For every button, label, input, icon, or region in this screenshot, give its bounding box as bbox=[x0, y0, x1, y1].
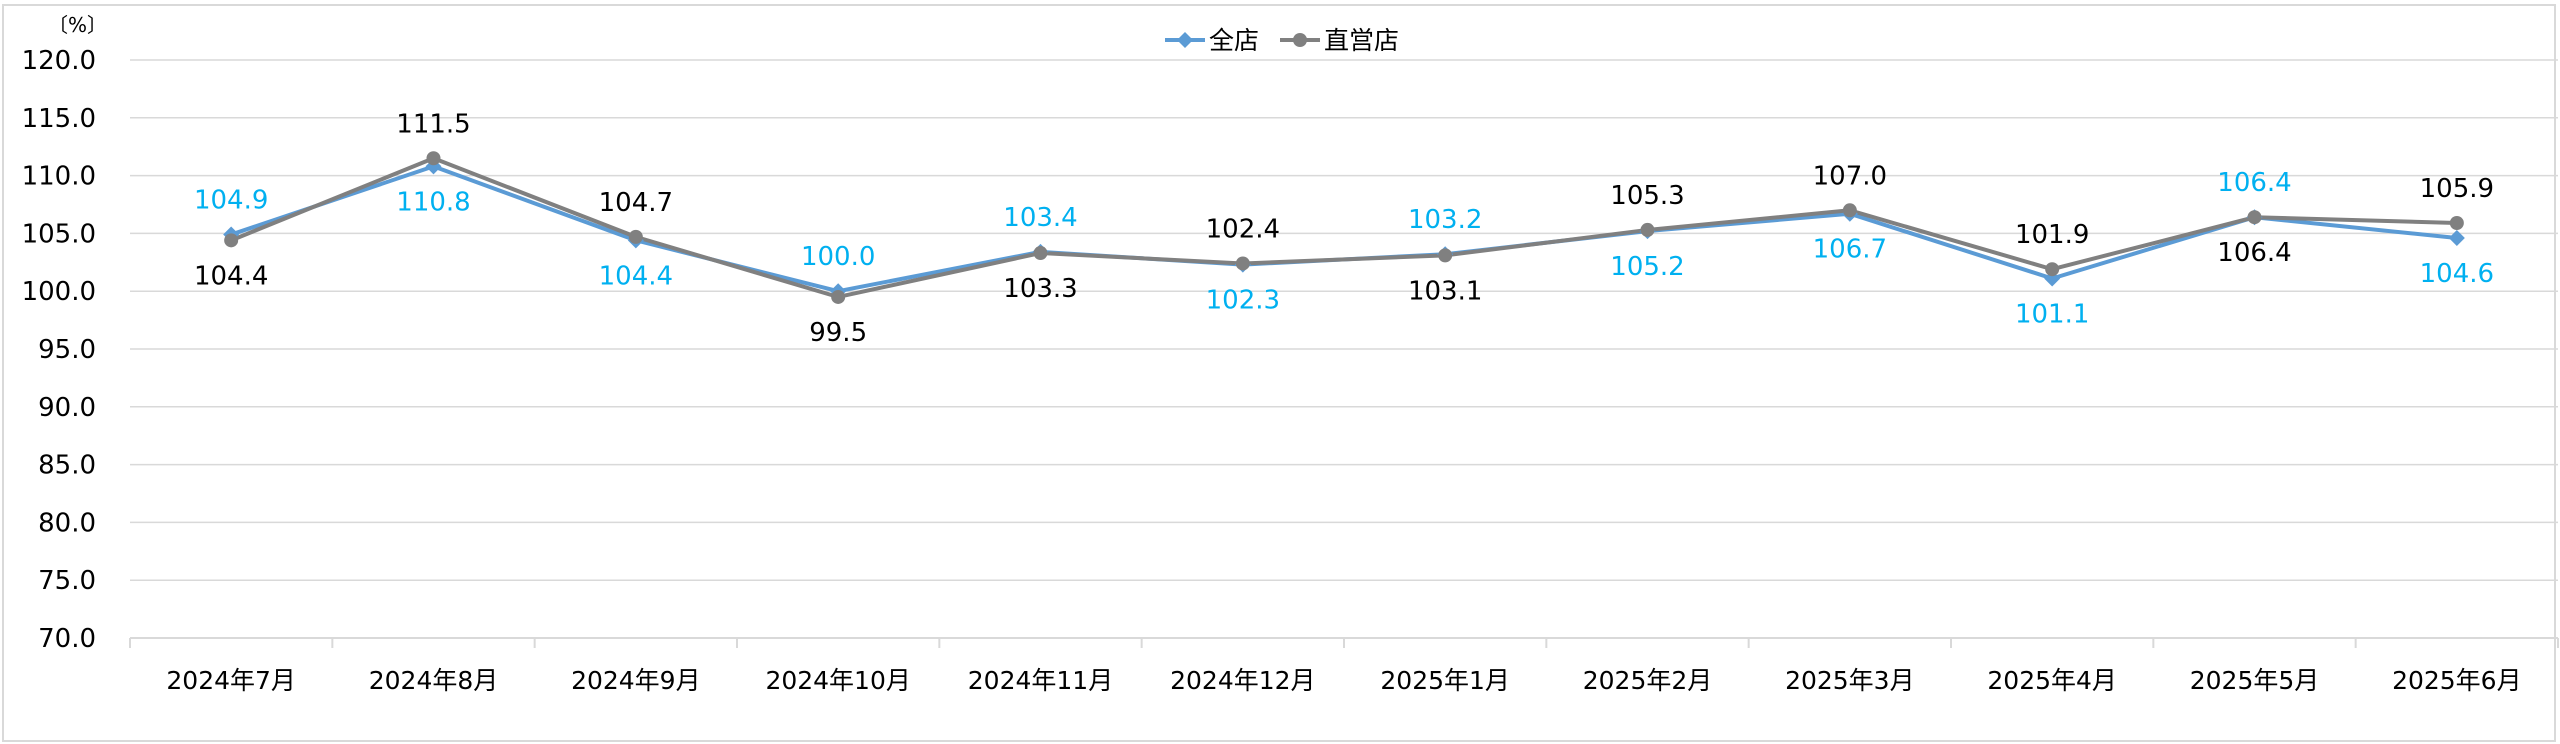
axis-layer: 120.0 115.0 110.0 105.0 100.0 95.0 90.0 85.0 80.… bbox=[22, 46, 2559, 695]
legend-label: 全店 bbox=[1209, 26, 1259, 55]
data-label-layer: 104.9 104.4 110.8 111.5 104.4 104.7 100.0 99.5 1… bbox=[194, 109, 2494, 348]
data-label-chokueiten: 102.4 bbox=[1206, 214, 1280, 244]
data-point-chokueiten bbox=[1640, 222, 1655, 237]
data-label-zenten: 104.9 bbox=[194, 186, 268, 216]
chart-frame bbox=[2, 4, 2556, 742]
x-tick-label: 2024年9月 bbox=[571, 666, 701, 695]
y-tick-label: 85.0 bbox=[38, 451, 96, 481]
data-label-chokueiten: 106.4 bbox=[2217, 238, 2291, 268]
x-tick-label: 2024年12月 bbox=[1170, 666, 1315, 695]
x-tick-label: 2024年8月 bbox=[369, 666, 499, 695]
data-label-zenten: 106.4 bbox=[2217, 168, 2291, 198]
x-tick-label: 2025年2月 bbox=[1583, 666, 1713, 695]
data-label-chokueiten: 99.5 bbox=[809, 318, 867, 348]
x-tick-label: 2024年11月 bbox=[968, 666, 1113, 695]
x-tick-label: 2025年4月 bbox=[1987, 666, 2117, 695]
series-line-zenten bbox=[230, 164, 2458, 294]
data-label-zenten: 103.4 bbox=[1003, 203, 1077, 233]
x-tick-label: 2025年1月 bbox=[1380, 666, 1510, 695]
legend-marker-diamond bbox=[1177, 32, 1193, 48]
x-tick-label: 2024年10月 bbox=[765, 666, 910, 695]
data-label-chokueiten: 105.9 bbox=[2420, 174, 2494, 204]
series-line-chokueiten bbox=[230, 156, 2457, 299]
y-tick-label: 115.0 bbox=[22, 104, 96, 134]
data-point-chokueiten bbox=[224, 233, 239, 248]
y-tick-label: 95.0 bbox=[38, 335, 96, 365]
y-tick-label: 80.0 bbox=[38, 508, 96, 538]
series-layer bbox=[223, 151, 2465, 304]
data-label-chokueiten: 105.3 bbox=[1610, 181, 1684, 211]
x-tick-label: 2024年7月 bbox=[166, 666, 296, 695]
y-tick-label: 105.0 bbox=[22, 219, 96, 249]
data-label-zenten: 104.6 bbox=[2420, 259, 2494, 289]
legend-marker-circle bbox=[1293, 33, 1307, 47]
data-point-zenten bbox=[2448, 230, 2465, 247]
y-tick-label: 90.0 bbox=[38, 393, 96, 423]
data-point-chokueiten bbox=[1235, 256, 1250, 271]
y-tick-label: 120.0 bbox=[22, 46, 96, 76]
data-label-chokueiten: 107.0 bbox=[1813, 161, 1887, 191]
data-point-chokueiten bbox=[2045, 262, 2060, 277]
data-label-chokueiten: 104.7 bbox=[599, 188, 673, 218]
data-point-chokueiten bbox=[1438, 248, 1453, 263]
data-point-chokueiten bbox=[2449, 215, 2464, 230]
data-label-chokueiten: 103.3 bbox=[1003, 274, 1077, 304]
y-tick-label: 100.0 bbox=[22, 277, 96, 307]
data-label-zenten: 102.3 bbox=[1206, 286, 1280, 316]
data-label-zenten: 110.8 bbox=[396, 187, 470, 217]
grid-layer bbox=[130, 59, 2558, 639]
y-tick-label: 75.0 bbox=[38, 566, 96, 596]
y-axis-unit-label: 〔%〕 bbox=[48, 13, 107, 37]
legend-label: 直営店 bbox=[1324, 26, 1399, 55]
data-label-chokueiten: 111.5 bbox=[396, 109, 470, 139]
legend: 全店 直営店 bbox=[1165, 26, 1399, 55]
x-tick-label: 2025年3月 bbox=[1785, 666, 1915, 695]
data-label-zenten: 106.7 bbox=[1813, 235, 1887, 265]
data-label-chokueiten: 104.4 bbox=[194, 261, 268, 291]
data-point-chokueiten bbox=[2247, 210, 2262, 225]
data-point-chokueiten bbox=[831, 289, 846, 304]
data-label-zenten: 104.4 bbox=[599, 261, 673, 291]
data-label-chokueiten: 101.9 bbox=[2015, 220, 2089, 250]
data-point-chokueiten bbox=[1033, 246, 1048, 261]
data-label-chokueiten: 103.1 bbox=[1408, 276, 1482, 306]
data-label-zenten: 101.1 bbox=[2015, 299, 2089, 329]
x-tick-label: 2025年6月 bbox=[2392, 666, 2522, 695]
data-label-zenten: 100.0 bbox=[801, 242, 875, 272]
data-point-chokueiten bbox=[1842, 203, 1857, 218]
data-point-chokueiten bbox=[628, 229, 643, 244]
y-tick-label: 70.0 bbox=[38, 624, 96, 654]
data-point-chokueiten bbox=[426, 151, 441, 166]
data-label-zenten: 103.2 bbox=[1408, 205, 1482, 235]
data-label-zenten: 105.2 bbox=[1610, 252, 1684, 282]
x-tick-label: 2025年5月 bbox=[2190, 666, 2320, 695]
y-tick-label: 110.0 bbox=[22, 162, 96, 192]
